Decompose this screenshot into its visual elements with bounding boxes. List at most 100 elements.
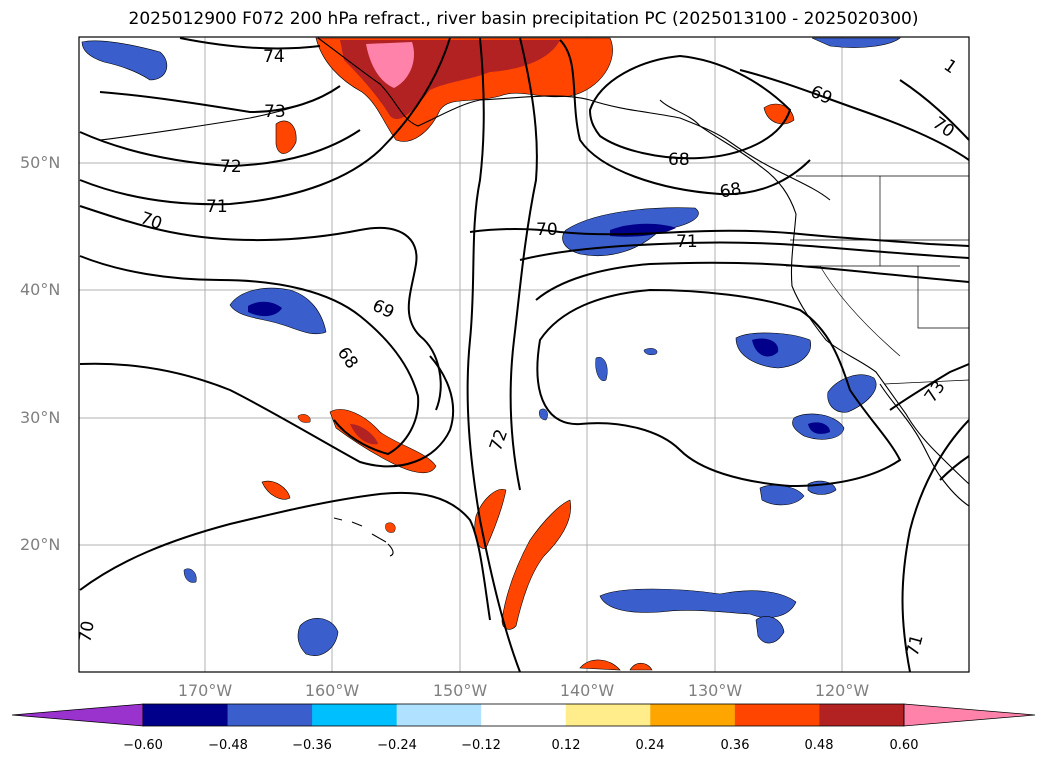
warm-patch-hawaii-north bbox=[329, 409, 437, 474]
contour-69 bbox=[79, 255, 420, 456]
warm-patch-south-edge-2 bbox=[629, 662, 653, 671]
contour-68 bbox=[79, 355, 455, 468]
small-blue-patch-1 bbox=[183, 568, 197, 583]
colorbar-label: 0.48 bbox=[804, 738, 834, 753]
contour-label: 68 bbox=[718, 179, 743, 202]
coastlines bbox=[99, 37, 969, 557]
contour-73 bbox=[99, 85, 341, 114]
contour-74 bbox=[179, 37, 321, 50]
contour-label: 71 bbox=[206, 197, 228, 217]
contour-label: 72 bbox=[220, 157, 242, 177]
lon-tick-label: 170°W bbox=[177, 681, 233, 700]
colorbar-label: 0.12 bbox=[551, 738, 581, 753]
contour-label: 70 bbox=[929, 113, 958, 142]
blue-patch-northwest bbox=[81, 40, 168, 81]
colorbar-label: 0.36 bbox=[720, 738, 750, 753]
baja-peninsula bbox=[879, 383, 969, 507]
colorbar-label: −0.12 bbox=[461, 738, 501, 753]
colorbar-extend-low bbox=[11, 703, 144, 727]
colorbar bbox=[11, 703, 1036, 727]
state-border-5 bbox=[819, 265, 901, 357]
dark-core-california-offshore bbox=[752, 338, 779, 357]
small-blue-patch-3 bbox=[643, 348, 658, 356]
colorbar-label: 0.60 bbox=[889, 738, 919, 753]
blue-patch-southeast-1 bbox=[759, 484, 805, 506]
colorbar-swatch bbox=[227, 704, 313, 726]
contour-73-southeast bbox=[889, 363, 969, 411]
contour-71-east bbox=[519, 241, 969, 261]
blue-patch-southwest bbox=[297, 618, 339, 656]
lat-tick-label: 50°N bbox=[20, 153, 61, 172]
contour-68-east bbox=[559, 39, 811, 196]
contour-70-west bbox=[79, 205, 442, 411]
figure-title: 2025012900 F072 200 hPa refract., river … bbox=[128, 9, 919, 29]
colorbar-swatch bbox=[143, 704, 229, 726]
contour-70-south bbox=[79, 491, 491, 621]
colorbar-label: 0.24 bbox=[635, 738, 665, 753]
lat-tick-label: 40°N bbox=[20, 280, 61, 299]
contour-67 bbox=[588, 54, 792, 160]
contour-70-east bbox=[469, 228, 969, 247]
dark-core-baja-offshore bbox=[808, 422, 830, 434]
lon-tick-label: 120°W bbox=[814, 681, 870, 700]
dark-core-central-pacific bbox=[248, 301, 282, 317]
colorbar-swatch bbox=[734, 704, 820, 726]
colorbar-swatch bbox=[481, 704, 567, 726]
colorbar-outline bbox=[142, 703, 905, 727]
colorbar-extend-high bbox=[903, 703, 1036, 727]
contour-72-west bbox=[79, 129, 361, 168]
small-warm-patch-2 bbox=[385, 522, 396, 533]
small-warm-patch bbox=[297, 414, 311, 423]
refractivity-contours bbox=[79, 37, 969, 672]
colorbar-swatches bbox=[11, 703, 1036, 727]
contour-label: 74 bbox=[263, 47, 285, 67]
small-blue-patch-2 bbox=[595, 356, 608, 382]
colorbar-label: −0.48 bbox=[208, 738, 248, 753]
red-core-hawaii-north bbox=[350, 424, 378, 445]
contour-label: 68 bbox=[668, 150, 690, 170]
lat-tick-label: 20°N bbox=[20, 535, 61, 554]
warm-patch-plume-south bbox=[501, 499, 571, 630]
colorbar-swatch bbox=[312, 704, 398, 726]
colorbar-swatch bbox=[565, 704, 651, 726]
contour-71-southeast bbox=[901, 419, 969, 672]
contour-label: 70 bbox=[536, 220, 558, 240]
colorbar-label: −0.36 bbox=[292, 738, 332, 753]
contour-label: 72 bbox=[486, 427, 512, 454]
blue-patch-gulf-alaska-rim bbox=[811, 37, 901, 48]
contour-trough-east bbox=[509, 37, 538, 491]
colorbar-label: −0.24 bbox=[377, 738, 417, 753]
lon-tick-label: 130°W bbox=[687, 681, 743, 700]
map-contents: 74 73 72 71 70 69 68 67 69 70 68 70 71 7… bbox=[75, 37, 969, 672]
blue-patch-south-central-tail bbox=[755, 616, 785, 644]
contour-label: 73 bbox=[264, 102, 286, 122]
map-panel: 74 73 72 71 70 69 68 67 69 70 68 70 71 7… bbox=[75, 36, 970, 673]
bc-coast bbox=[659, 99, 797, 215]
contour-trough-west bbox=[466, 37, 521, 672]
contour-70-northeast bbox=[899, 79, 969, 141]
map-frame bbox=[78, 36, 970, 673]
state-border-4 bbox=[917, 266, 969, 329]
colorbar-swatch bbox=[819, 704, 905, 726]
small-blue-patch-4 bbox=[539, 408, 548, 421]
lon-tick-label: 140°W bbox=[559, 681, 615, 700]
contour-ridge-loop bbox=[536, 288, 902, 488]
contour-southeast-small bbox=[939, 455, 969, 481]
alaska-coast bbox=[317, 37, 831, 201]
contour-label: 70 bbox=[75, 619, 98, 644]
mexico-border bbox=[883, 379, 969, 385]
colorbar-swatch bbox=[396, 704, 482, 726]
contour-label: 69 bbox=[807, 82, 835, 109]
us-west-coast bbox=[790, 213, 969, 485]
contour-label-extra: 68 bbox=[718, 179, 743, 202]
blue-patch-south-central bbox=[599, 588, 797, 618]
contour-label: 68 bbox=[333, 343, 362, 372]
lon-tick-label: 160°W bbox=[304, 681, 360, 700]
contour-71-west bbox=[79, 37, 451, 206]
warm-patch-south-edge bbox=[579, 659, 621, 671]
contour-label: 71 bbox=[676, 232, 698, 252]
warm-patch-west-1 bbox=[261, 480, 291, 500]
colorbar-swatch bbox=[650, 704, 736, 726]
contour-label: 71 bbox=[903, 632, 928, 658]
gridlines bbox=[79, 37, 969, 672]
